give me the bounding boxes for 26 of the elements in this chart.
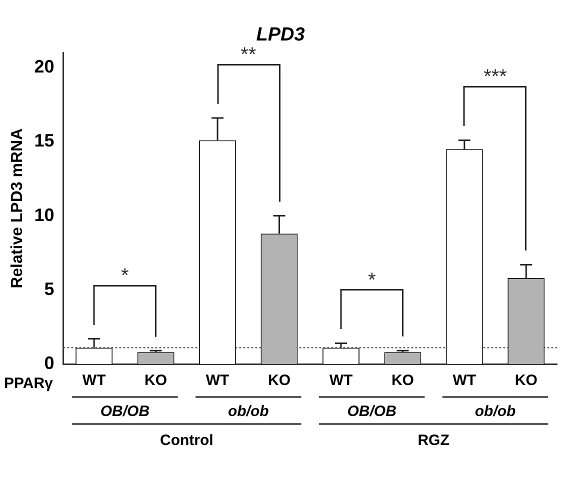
text: PPARγ: [4, 375, 54, 392]
x-tick-label: WT: [82, 372, 106, 390]
x-tick-label: WT: [206, 372, 230, 390]
y-tick-label: 0: [44, 352, 54, 373]
x-tick-label: KO: [144, 372, 168, 390]
x-tick-label: KO: [391, 372, 414, 390]
y-axis-title: Relative LPD3 mRNA: [9, 128, 26, 288]
text: Control: [160, 432, 214, 450]
x-tick-label: KO: [514, 372, 538, 390]
text: ob/ob: [228, 403, 269, 420]
annotation: *: [121, 264, 130, 287]
text: RGZ: [418, 432, 450, 450]
y-tick-label: 15: [34, 130, 54, 151]
y-tick-label: 10: [34, 204, 54, 225]
annotation: **: [240, 44, 256, 66]
x-tick-label: WT: [452, 372, 476, 390]
text: ob/ob: [474, 403, 516, 420]
text: OB/OB: [347, 403, 397, 420]
chart-title: LPD3: [256, 24, 306, 46]
text: OB/OB: [100, 403, 150, 420]
annotation: *: [368, 269, 376, 292]
y-tick-label: 20: [34, 56, 54, 77]
x-tick-label: WT: [329, 372, 353, 390]
x-tick-label: KO: [268, 372, 291, 390]
y-tick-label: 5: [44, 278, 54, 299]
annotation: ***: [484, 66, 508, 88]
